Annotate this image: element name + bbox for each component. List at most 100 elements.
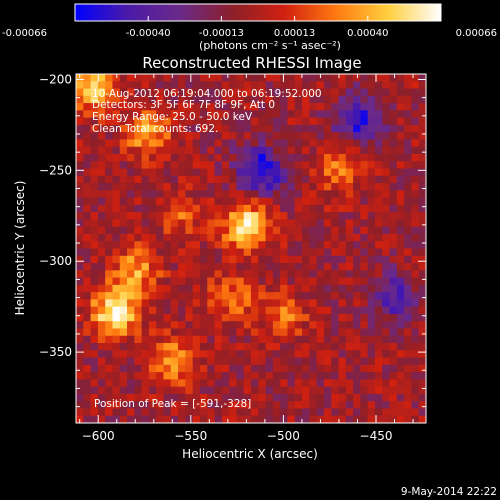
heatmap-cell (170, 103, 179, 111)
heatmap-cell (97, 408, 106, 417)
heatmap-cell (418, 233, 427, 242)
heatmap-cell (302, 401, 310, 409)
heatmap-cell (185, 204, 194, 213)
heatmap-cell (411, 190, 420, 198)
heatmap-cell (251, 74, 259, 82)
heatmap-cell (316, 132, 325, 140)
heatmap-cell (163, 277, 172, 286)
heatmap-cell (170, 110, 179, 119)
heatmap-cell (207, 88, 215, 97)
heatmap-cell (323, 306, 332, 315)
heatmap-cell (229, 103, 237, 111)
heatmap-cell (302, 415, 310, 424)
heatmap-cell (331, 350, 339, 358)
colorbar-tick-label: -0.00040 (126, 28, 171, 39)
heatmap-cell (338, 81, 347, 89)
heatmap-cell (214, 146, 223, 155)
heatmap-cell (76, 132, 84, 140)
heatmap-cell (141, 95, 150, 104)
heatmap-cell (112, 103, 121, 111)
heatmap-cell (280, 379, 288, 388)
heatmap-cell (156, 299, 164, 308)
heatmap-cell (374, 110, 383, 119)
heatmap-cell (243, 153, 252, 162)
heatmap-cell (141, 277, 150, 286)
heatmap-cell (382, 132, 390, 140)
heatmap-cell (76, 393, 84, 402)
heatmap-cell (134, 408, 143, 417)
heatmap-cell (258, 219, 266, 228)
heatmap-cell (229, 212, 237, 220)
heatmap-cell (90, 284, 99, 293)
heatmap-cell (90, 241, 99, 249)
heatmap-cell (345, 306, 354, 315)
heatmap-cell (338, 357, 347, 366)
heatmap-cell (105, 226, 113, 235)
heatmap-cell (170, 74, 179, 82)
heatmap-cell (170, 95, 179, 104)
heatmap-cell (382, 226, 390, 235)
heatmap-cell (90, 401, 99, 409)
heatmap-cell (229, 74, 237, 82)
heatmap-cell (141, 124, 150, 133)
heatmap-cell (221, 124, 230, 133)
heatmap-cell (243, 321, 252, 329)
heatmap-cell (243, 81, 252, 89)
heatmap-cell (396, 306, 405, 315)
heatmap-cell (294, 190, 303, 198)
heatmap-cell (389, 153, 398, 162)
heatmap-cell (258, 95, 266, 104)
heatmap-cell (127, 161, 135, 169)
heatmap-cell (178, 306, 186, 315)
heatmap-cell (396, 248, 405, 257)
heatmap-cell (112, 219, 121, 228)
heatmap-cell (236, 292, 245, 300)
heatmap-cell (345, 183, 354, 191)
heatmap-cell (265, 393, 274, 402)
heatmap-cell (309, 88, 318, 97)
heatmap-cell (309, 81, 318, 89)
heatmap-cell (141, 212, 150, 220)
heatmap-cell (396, 299, 405, 308)
heatmap-cell (214, 74, 223, 82)
heatmap-cell (229, 313, 237, 322)
heatmap-cell (272, 299, 281, 308)
heatmap-cell (316, 313, 325, 322)
heatmap-cell (367, 408, 376, 417)
heatmap-cell (243, 393, 252, 402)
heatmap-cell (207, 350, 215, 358)
heatmap-cell (353, 401, 361, 409)
heatmap-cell (97, 343, 106, 351)
heatmap-cell (156, 204, 164, 213)
heatmap-cell (396, 183, 405, 191)
heatmap-cell (411, 321, 420, 329)
heatmap-cell (83, 124, 91, 133)
heatmap-cell (141, 379, 150, 388)
heatmap-cell (294, 306, 303, 315)
heatmap-cell (207, 183, 215, 191)
heatmap-cell (236, 248, 245, 257)
heatmap-cell (258, 263, 266, 271)
heatmap-cell (404, 393, 412, 402)
heatmap-cell (287, 321, 296, 329)
heatmap-cell (323, 372, 332, 380)
heatmap-cell (170, 306, 179, 315)
heatmap-cell (418, 204, 427, 213)
heatmap-cell (360, 248, 369, 257)
heatmap-cell (221, 263, 230, 271)
heatmap-cell (294, 321, 303, 329)
heatmap-cell (389, 146, 398, 155)
heatmap-cell (287, 415, 296, 424)
heatmap-cell (90, 190, 99, 198)
heatmap-cell (389, 393, 398, 402)
heatmap-cell (280, 343, 288, 351)
heatmap-cell (258, 393, 266, 402)
heatmap-cell (127, 393, 135, 402)
heatmap-cell (127, 226, 135, 235)
heatmap-cell (148, 386, 157, 395)
heatmap-cell (119, 190, 128, 198)
heatmap-cell (345, 117, 354, 126)
heatmap-cell (156, 88, 164, 97)
heatmap-cell (97, 379, 106, 388)
heatmap-cell (265, 313, 274, 322)
